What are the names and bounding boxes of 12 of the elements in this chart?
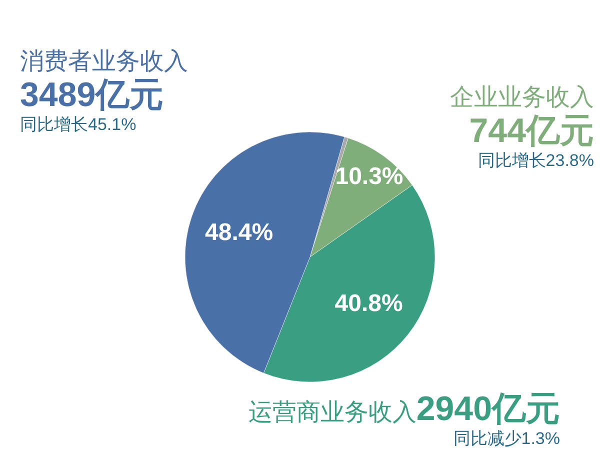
data-label: 40.8% xyxy=(334,290,403,318)
text: 3489亿元 xyxy=(20,76,165,115)
data-label: 10.3% xyxy=(335,162,404,190)
text: 同比增长23.8% xyxy=(476,150,594,170)
slice-label: 消费者业务收入 xyxy=(20,48,188,76)
slice-label: 企业业务收入 xyxy=(450,84,594,112)
slice-label: 运营商业务收入 xyxy=(248,399,416,426)
text: 2940亿元 xyxy=(416,390,560,428)
data-label: 48.4% xyxy=(205,219,274,246)
text: 同比增长45.1% xyxy=(20,114,138,134)
text: 744亿元 xyxy=(468,112,594,151)
text: 同比减少1.3% xyxy=(452,429,560,449)
